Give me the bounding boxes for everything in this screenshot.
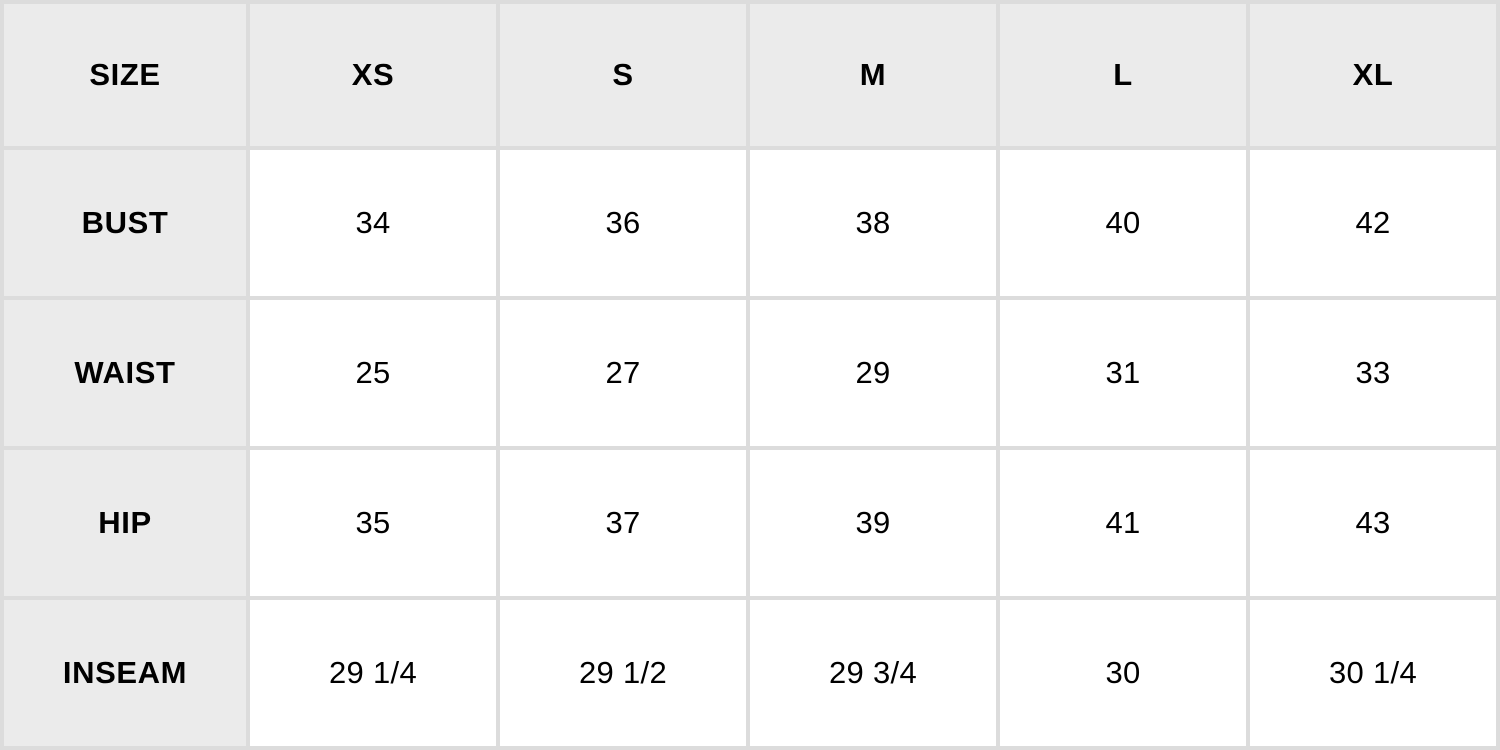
table-row: HIP 35 37 39 41 43 — [0, 450, 1500, 600]
cell-inseam-xl: 30 1/4 — [1250, 600, 1500, 750]
cell-waist-m: 29 — [750, 300, 1000, 450]
table-header-row: SIZE XS S M L XL — [0, 0, 1500, 150]
cell-hip-l: 41 — [1000, 450, 1250, 600]
cell-inseam-m: 29 3/4 — [750, 600, 1000, 750]
row-label-hip: HIP — [0, 450, 250, 600]
cell-hip-m: 39 — [750, 450, 1000, 600]
cell-hip-s: 37 — [500, 450, 750, 600]
cell-hip-xs: 35 — [250, 450, 500, 600]
header-cell-size: SIZE — [0, 0, 250, 150]
header-cell-s: S — [500, 0, 750, 150]
cell-waist-xl: 33 — [1250, 300, 1500, 450]
row-label-bust: BUST — [0, 150, 250, 300]
row-label-inseam: INSEAM — [0, 600, 250, 750]
cell-bust-xl: 42 — [1250, 150, 1500, 300]
cell-inseam-s: 29 1/2 — [500, 600, 750, 750]
table-row: WAIST 25 27 29 31 33 — [0, 300, 1500, 450]
header-cell-l: L — [1000, 0, 1250, 150]
table-row: INSEAM 29 1/4 29 1/2 29 3/4 30 30 1/4 — [0, 600, 1500, 750]
cell-waist-l: 31 — [1000, 300, 1250, 450]
cell-inseam-xs: 29 1/4 — [250, 600, 500, 750]
header-cell-xs: XS — [250, 0, 500, 150]
cell-bust-xs: 34 — [250, 150, 500, 300]
cell-waist-s: 27 — [500, 300, 750, 450]
header-cell-m: M — [750, 0, 1000, 150]
header-cell-xl: XL — [1250, 0, 1500, 150]
cell-bust-s: 36 — [500, 150, 750, 300]
cell-bust-m: 38 — [750, 150, 1000, 300]
cell-bust-l: 40 — [1000, 150, 1250, 300]
cell-waist-xs: 25 — [250, 300, 500, 450]
cell-inseam-l: 30 — [1000, 600, 1250, 750]
row-label-waist: WAIST — [0, 300, 250, 450]
table-row: BUST 34 36 38 40 42 — [0, 150, 1500, 300]
cell-hip-xl: 43 — [1250, 450, 1500, 600]
